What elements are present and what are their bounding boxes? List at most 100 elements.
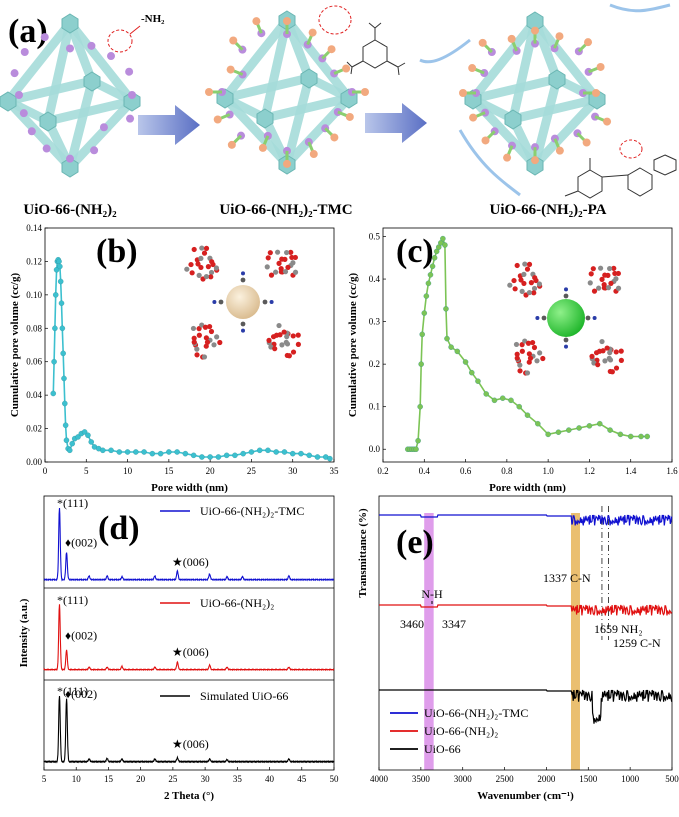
linker-chain <box>553 138 561 149</box>
atom <box>196 272 202 278</box>
plot-frame <box>43 495 335 771</box>
linker-chain <box>337 110 348 118</box>
strut <box>508 16 540 124</box>
plot-frame <box>382 227 673 463</box>
x-tick-label: 25 <box>168 774 178 784</box>
strut <box>43 18 75 126</box>
atom <box>521 280 527 287</box>
node-cluster <box>61 13 79 34</box>
carboxyl-group <box>283 159 291 168</box>
panel-e-letter: (e) <box>396 524 434 561</box>
x-tick-label: 10 <box>72 774 82 784</box>
atom <box>530 339 536 346</box>
nh2-band <box>570 513 580 770</box>
atom <box>276 322 282 329</box>
data-point <box>61 375 67 382</box>
x-axis-title: Wavenumber (cm⁻¹) <box>477 790 574 802</box>
amine-pointer <box>129 25 141 35</box>
atom <box>203 343 209 349</box>
amine-group <box>15 91 23 99</box>
atom <box>273 269 279 275</box>
data-point <box>289 450 296 457</box>
strut <box>43 96 137 126</box>
xrd-series <box>43 604 335 672</box>
atom <box>295 341 301 347</box>
carboxyl-group <box>468 64 477 73</box>
data-point <box>429 263 436 270</box>
atom <box>199 322 205 328</box>
x-tick-label: 1.4 <box>625 466 637 476</box>
atom <box>528 280 534 286</box>
atom <box>604 345 610 351</box>
atom <box>241 271 245 276</box>
atom <box>564 344 568 349</box>
atom <box>279 342 285 348</box>
data-point <box>57 263 63 270</box>
data-point <box>419 331 425 338</box>
carboxyl-group <box>596 62 605 71</box>
data-point <box>281 449 288 455</box>
atom <box>618 357 624 363</box>
x-tick-label: 1500 <box>579 774 598 784</box>
atom <box>269 300 274 304</box>
amine-group <box>66 154 74 163</box>
y-tick-label: 0.02 <box>26 424 42 434</box>
data-point <box>116 449 123 455</box>
atom <box>534 358 540 364</box>
atom <box>608 280 614 286</box>
peak-label-006: ★(006) <box>172 645 209 659</box>
carboxyl-group <box>469 113 478 122</box>
tmc-molecule-icon <box>318 5 406 76</box>
atom <box>264 264 270 270</box>
node-cluster <box>504 109 522 130</box>
atom <box>596 285 602 291</box>
annotation-3347: 3347 <box>442 617 466 631</box>
legend-label: UiO-66-(NH₂)₂ <box>200 596 274 610</box>
data-point <box>62 422 69 428</box>
pore-sphere <box>547 299 585 337</box>
y-tick-label: 0.10 <box>26 290 42 300</box>
amine-group <box>128 91 136 99</box>
linker-chain <box>506 145 514 156</box>
atom <box>606 355 612 361</box>
mof-structure-illustrations <box>0 3 671 197</box>
atom <box>615 285 622 291</box>
atom <box>210 261 216 268</box>
strut <box>65 96 137 172</box>
panel-d-letter: (d) <box>98 510 140 547</box>
data-point <box>499 395 506 401</box>
atom <box>218 299 224 305</box>
data-point <box>566 427 572 433</box>
amine-label: -NH₂ <box>141 13 165 25</box>
strut <box>65 18 97 86</box>
carboxyl-group <box>283 17 291 26</box>
linker-chain <box>232 69 244 76</box>
x-tick-label: 35 <box>233 774 243 784</box>
node-cluster <box>548 69 566 90</box>
linker-chain <box>474 67 485 75</box>
x-tick-label: 0.6 <box>460 466 472 476</box>
polymer-chain <box>419 38 471 64</box>
reaction-arrow-1 <box>138 105 200 145</box>
amine-group <box>10 69 19 78</box>
atom <box>204 339 211 345</box>
y-axis-title: Transmittance (%) <box>357 508 369 598</box>
atom <box>537 350 543 356</box>
atom <box>531 344 538 351</box>
panel-c-letter: (c) <box>396 233 434 270</box>
ftir-series <box>379 689 673 724</box>
atom <box>188 261 194 268</box>
data-point <box>421 310 428 316</box>
linker-chain <box>577 43 587 53</box>
pore-sphere <box>226 285 260 319</box>
atom <box>618 348 624 354</box>
atom <box>191 339 197 345</box>
x-tick-label: 15 <box>164 466 174 476</box>
atom <box>274 249 281 255</box>
atom <box>564 287 568 292</box>
data-point <box>627 433 634 440</box>
y-tick-label: 0.2 <box>369 359 380 369</box>
strut <box>220 93 292 169</box>
node-cluster <box>123 91 141 112</box>
legend-label: UiO-66 <box>424 742 461 756</box>
